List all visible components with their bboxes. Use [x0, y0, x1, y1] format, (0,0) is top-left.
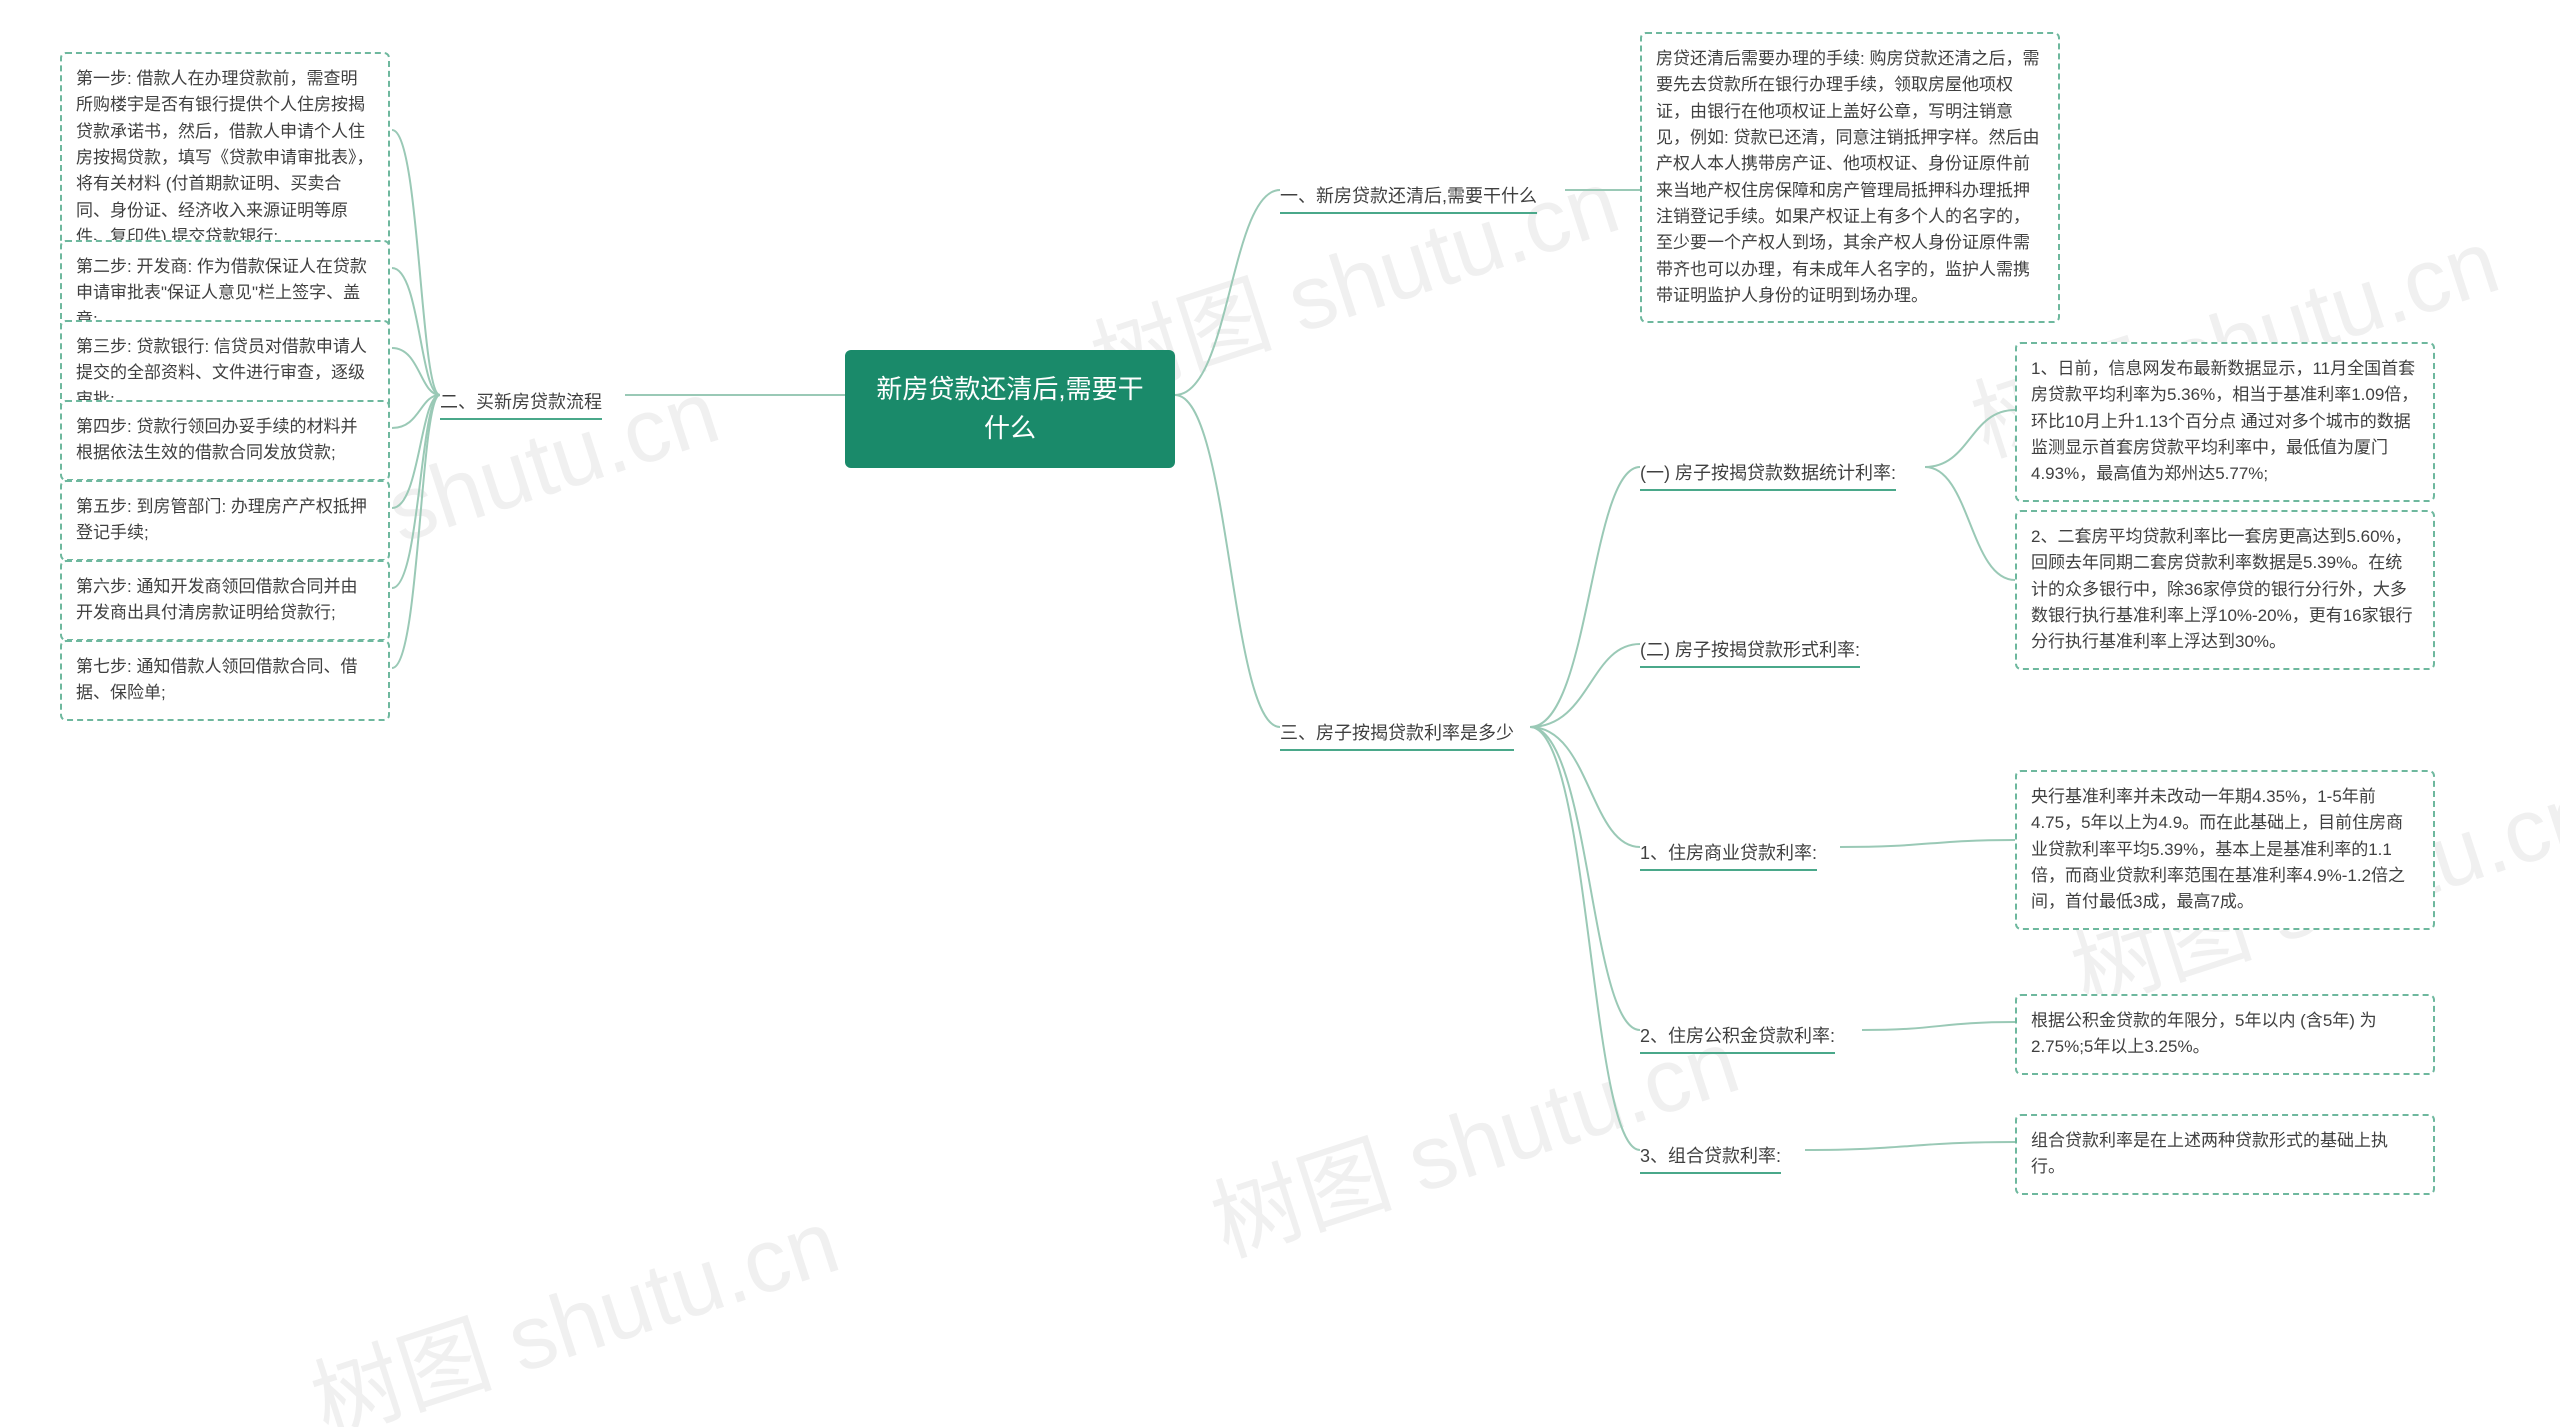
leaf-2-6[interactable]: 第六步: 通知开发商领回借款合同并由开发商出具付清房款证明给贷款行; — [60, 560, 390, 641]
branch-3[interactable]: 三、房子按揭贷款利率是多少 — [1280, 715, 1514, 749]
leaf-2-1[interactable]: 第一步: 借款人在办理贷款前，需查明所购楼宇是否有银行提供个人住房按揭贷款承诺书… — [60, 52, 390, 264]
leaf-1-1[interactable]: 房贷还清后需要办理的手续: 购房贷款还清之后，需要先去贷款所在银行办理手续，领取… — [1640, 32, 2060, 323]
branch-3-4[interactable]: 2、住房公积金贷款利率: — [1640, 1018, 1835, 1052]
leaf-3-1-2[interactable]: 2、二套房平均贷款利率比一套房更高达到5.60%，回顾去年同期二套房贷款利率数据… — [2015, 510, 2435, 670]
branch-1[interactable]: 一、新房贷款还清后,需要干什么 — [1280, 178, 1537, 212]
branch-3-5[interactable]: 3、组合贷款利率: — [1640, 1138, 1781, 1172]
leaf-2-5[interactable]: 第五步: 到房管部门: 办理房产产权抵押登记手续; — [60, 480, 390, 561]
root-node[interactable]: 新房贷款还清后,需要干什么 — [845, 350, 1175, 468]
watermark: 树图 shutu.cn — [293, 1169, 852, 1427]
leaf-3-4-1[interactable]: 根据公积金贷款的年限分，5年以内 (含5年) 为2.75%;5年以上3.25%。 — [2015, 994, 2435, 1075]
leaf-3-5-1[interactable]: 组合贷款利率是在上述两种贷款形式的基础上执行。 — [2015, 1114, 2435, 1195]
branch-2[interactable]: 二、买新房贷款流程 — [440, 384, 602, 418]
mindmap-canvas: 树图 shutu.cn 树图 shutu.cn 树图 shutu.cn 树图 s… — [0, 0, 2560, 1427]
branch-3-2[interactable]: (二) 房子按揭贷款形式利率: — [1640, 632, 1860, 666]
leaf-3-1-1[interactable]: 1、日前，信息网发布最新数据显示，11月全国首套房贷款平均利率为5.36%，相当… — [2015, 342, 2435, 502]
leaf-3-3-1[interactable]: 央行基准利率并未改动一年期4.35%，1-5年前4.75，5年以上为4.9。而在… — [2015, 770, 2435, 930]
branch-3-3[interactable]: 1、住房商业贷款利率: — [1640, 835, 1817, 869]
leaf-2-7[interactable]: 第七步: 通知借款人领回借款合同、借据、保险单; — [60, 640, 390, 721]
leaf-2-4[interactable]: 第四步: 贷款行领回办妥手续的材料并根据依法生效的借款合同发放贷款; — [60, 400, 390, 481]
branch-3-1[interactable]: (一) 房子按揭贷款数据统计利率: — [1640, 455, 1896, 489]
